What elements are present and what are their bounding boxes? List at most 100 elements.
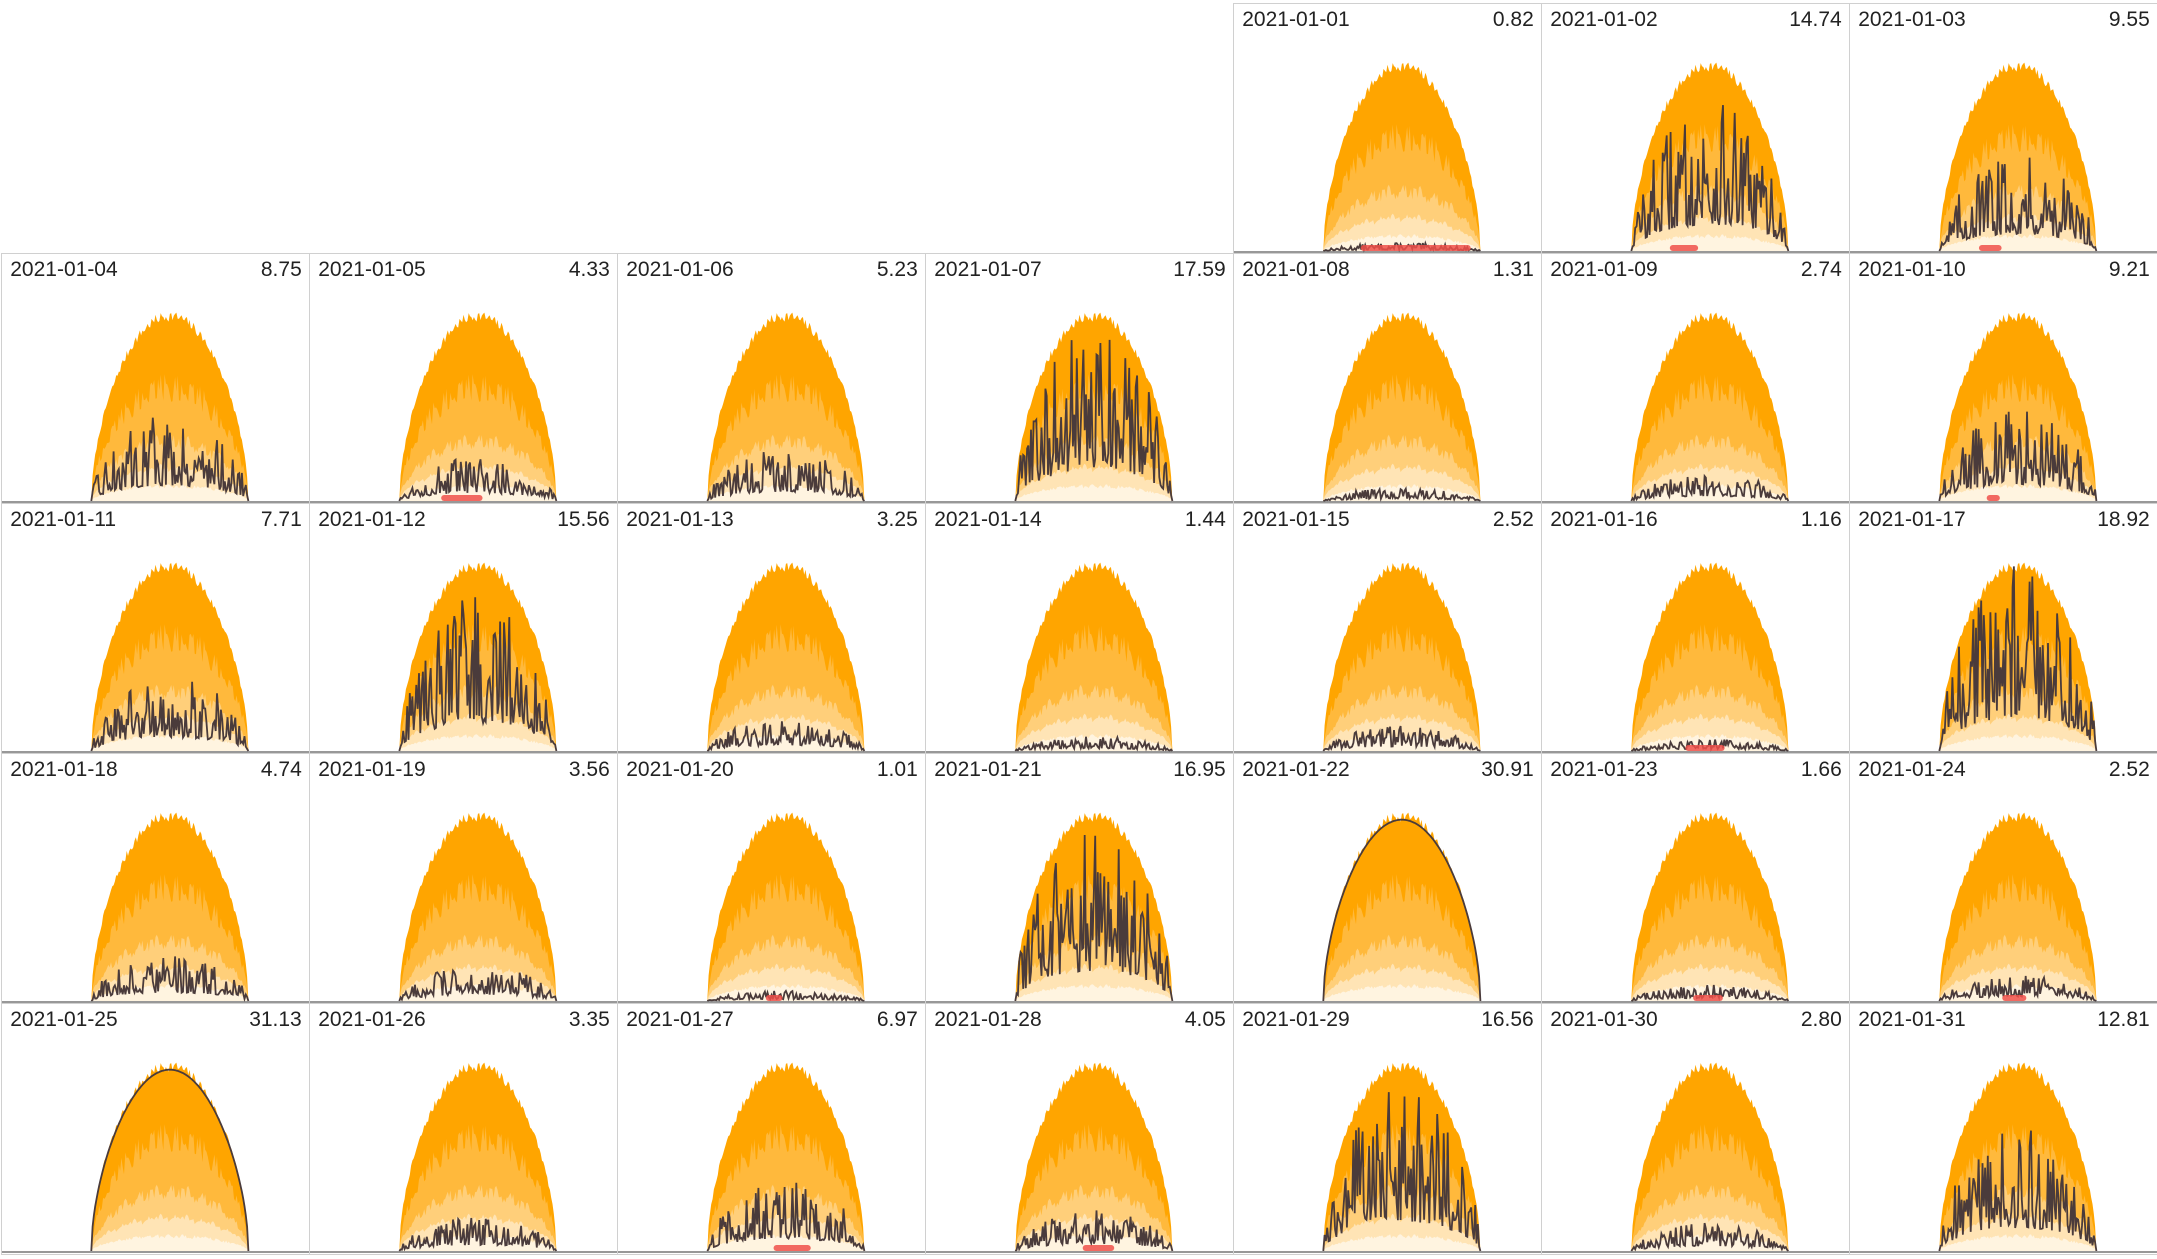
day-date: 2021-01-04 — [10, 258, 118, 282]
day-value: 15.56 — [557, 508, 610, 532]
day-panel: 2021-01-22 30.91 — [1233, 753, 1543, 1005]
day-panel: 2021-01-17 18.92 — [1849, 503, 2157, 755]
day-panel: 2021-01-09 2.74 — [1541, 253, 1851, 505]
actual-line — [398, 458, 558, 502]
percentile-band-4 — [1939, 734, 2097, 752]
alert-marker — [1670, 245, 1699, 252]
day-date: 2021-01-25 — [10, 1008, 118, 1032]
percentile-band-4 — [1631, 984, 1789, 1002]
day-date: 2021-01-03 — [1858, 8, 1966, 32]
day-value: 17.59 — [1173, 258, 1226, 282]
day-date: 2021-01-20 — [626, 758, 734, 782]
day-panel: 2021-01-14 1.44 — [925, 503, 1235, 755]
day-panel: 2021-01-30 2.80 — [1541, 1003, 1851, 1255]
day-value: 2.74 — [1800, 258, 1842, 282]
actual-line — [1938, 566, 2098, 752]
day-value: 4.05 — [1184, 1008, 1226, 1032]
day-chart — [1850, 562, 2157, 753]
percentile-band-4 — [1015, 984, 1173, 1002]
day-date: 2021-01-19 — [318, 758, 426, 782]
day-value: 9.21 — [2108, 258, 2150, 282]
day-date: 2021-01-28 — [934, 1008, 1042, 1032]
actual-line — [90, 1069, 250, 1252]
percentile-band-4 — [707, 484, 865, 502]
day-panel: 2021-01-12 15.56 — [309, 503, 619, 755]
day-panel: 2021-01-02 14.74 — [1541, 3, 1851, 255]
percentile-band-4 — [1015, 484, 1173, 502]
day-date: 2021-01-26 — [318, 1008, 426, 1032]
actual-line — [1015, 1210, 1174, 1253]
day-value: 1.31 — [1492, 258, 1534, 282]
day-date: 2021-01-11 — [10, 508, 117, 532]
day-chart — [310, 1062, 618, 1253]
day-panel: 2021-01-29 16.56 — [1233, 1003, 1543, 1255]
day-chart — [618, 1062, 926, 1253]
day-chart — [926, 1062, 1234, 1253]
actual-line — [1014, 835, 1174, 1002]
actual-line — [1630, 1222, 1790, 1252]
day-panel: 2021-01-08 1.31 — [1233, 253, 1543, 505]
day-date: 2021-01-08 — [1242, 258, 1350, 282]
alert-marker — [1360, 245, 1471, 252]
actual-line — [707, 721, 866, 753]
day-value: 16.56 — [1481, 1008, 1534, 1032]
day-panel: 2021-01-19 3.56 — [309, 753, 619, 1005]
day-chart — [310, 562, 618, 753]
alert-marker — [1082, 1245, 1115, 1252]
actual-line — [1322, 819, 1482, 1002]
day-chart — [926, 812, 1234, 1003]
day-value: 4.33 — [568, 258, 610, 282]
day-date: 2021-01-07 — [934, 258, 1042, 282]
day-panel: 2021-01-11 7.71 — [1, 503, 311, 755]
empty-cell — [1, 3, 311, 255]
day-panel: 2021-01-07 17.59 — [925, 253, 1235, 505]
day-value: 1.16 — [1800, 508, 1842, 532]
day-panel: 2021-01-15 2.52 — [1233, 503, 1543, 755]
day-date: 2021-01-02 — [1550, 8, 1658, 32]
day-chart — [310, 312, 618, 503]
actual-line — [707, 989, 865, 1003]
day-date: 2021-01-23 — [1550, 758, 1658, 782]
day-value: 9.55 — [2108, 8, 2150, 32]
percentile-band-4 — [91, 484, 249, 502]
actual-line — [1323, 486, 1482, 503]
day-panel: 2021-01-01 0.82 — [1233, 3, 1543, 255]
actual-line — [90, 956, 250, 1003]
actual-line — [1938, 1130, 2098, 1252]
empty-cell — [309, 3, 619, 255]
percentile-band-4 — [399, 484, 557, 502]
actual-line — [706, 452, 866, 502]
percentile-band-4 — [399, 1234, 557, 1252]
day-date: 2021-01-01 — [1242, 8, 1350, 32]
day-chart — [1850, 812, 2157, 1003]
day-date: 2021-01-21 — [934, 758, 1042, 782]
day-chart — [1234, 1062, 1542, 1253]
day-value: 1.66 — [1800, 758, 1842, 782]
day-date: 2021-01-18 — [10, 758, 118, 782]
day-value: 3.56 — [568, 758, 610, 782]
day-chart — [926, 562, 1234, 753]
actual-line — [1014, 340, 1174, 502]
day-value: 6.97 — [876, 1008, 918, 1032]
percentile-band-4 — [91, 1234, 249, 1252]
day-panel: 2021-01-27 6.97 — [617, 1003, 927, 1255]
percentile-band-4 — [91, 734, 249, 752]
day-panel: 2021-01-20 1.01 — [617, 753, 927, 1005]
percentile-band-4 — [1323, 984, 1481, 1002]
day-panel: 2021-01-10 9.21 — [1849, 253, 2157, 505]
day-chart — [1542, 62, 1850, 253]
percentile-band-4 — [399, 734, 557, 752]
actual-line — [90, 682, 250, 752]
actual-line — [1938, 157, 2098, 252]
day-chart — [618, 562, 926, 753]
day-chart — [1234, 562, 1542, 753]
actual-line — [398, 597, 558, 752]
actual-line — [398, 1216, 558, 1252]
day-value: 14.74 — [1789, 8, 1842, 32]
day-panel: 2021-01-25 31.13 — [1, 1003, 311, 1255]
day-panel: 2021-01-21 16.95 — [925, 753, 1235, 1005]
actual-line — [1014, 734, 1174, 753]
percentile-band-4 — [1631, 484, 1789, 502]
day-date: 2021-01-10 — [1858, 258, 1966, 282]
day-panel: 2021-01-18 4.74 — [1, 753, 311, 1005]
